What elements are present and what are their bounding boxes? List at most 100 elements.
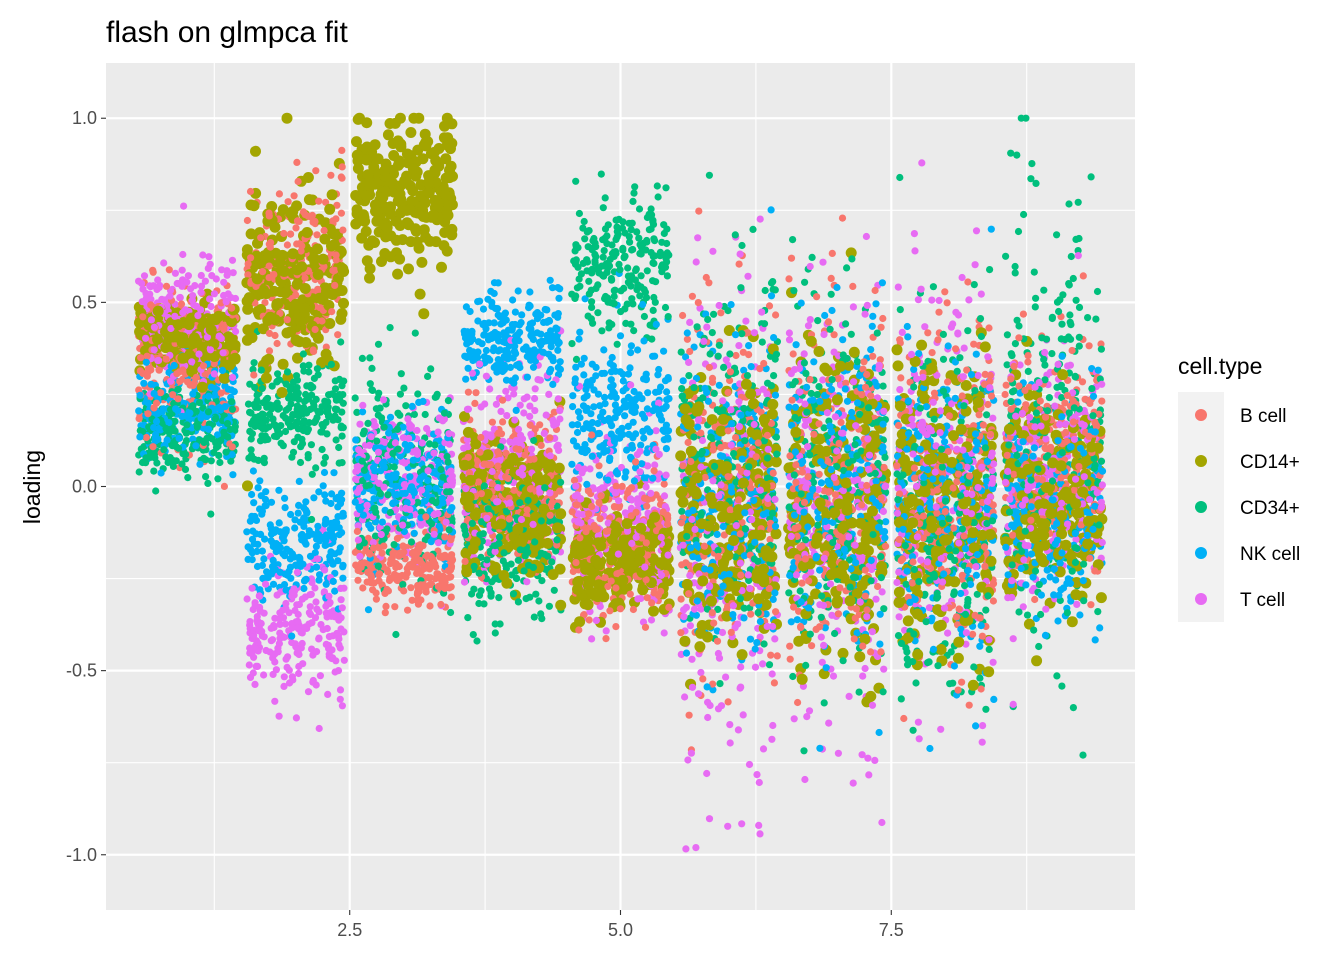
data-point [462,375,470,383]
data-point [422,513,430,521]
data-point [223,420,232,428]
data-point [422,588,430,596]
data-point [313,365,321,373]
data-point [637,272,645,280]
data-point [218,366,227,374]
data-point [299,208,308,216]
data-point [547,365,555,374]
data-point [326,189,338,201]
data-point [193,302,201,310]
data-point [339,563,347,571]
data-point [315,532,323,540]
data-point [206,295,214,303]
data-point [569,403,577,411]
data-point [282,655,290,663]
data-point [556,285,564,293]
data-point [172,319,184,331]
data-point [248,200,260,212]
data-point [275,190,283,198]
data-point [553,325,561,333]
data-point [545,316,553,325]
data-point [392,560,400,568]
data-point [444,397,452,405]
data-point [391,603,399,611]
data-point [281,494,289,502]
data-point [637,594,645,603]
data-point [312,332,324,344]
data-point [482,449,494,461]
data-point [253,616,261,624]
data-point [605,456,614,465]
data-point [224,385,232,393]
data-point [386,508,394,517]
data-point [174,385,182,393]
data-point [408,112,420,124]
data-point [149,282,157,290]
data-point [554,395,562,403]
data-point [440,409,449,417]
data-point [273,339,281,348]
data-point [295,501,303,509]
data-point [302,506,310,514]
data-point [381,202,393,214]
data-point [217,334,225,342]
data-point [339,226,347,234]
data-point [487,589,495,597]
data-point [250,371,258,379]
data-point [479,305,488,313]
data-point [522,343,530,351]
data-point [243,216,251,225]
data-point [262,580,270,588]
data-point [322,580,330,588]
data-point [442,518,450,526]
data-point [288,453,296,461]
data-point [306,552,315,560]
data-point [150,390,158,398]
data-point [399,521,407,529]
data-point [294,617,302,626]
data-point [482,346,490,355]
data-point [411,329,419,337]
data-point [440,172,452,184]
data-point [251,422,259,430]
data-point [339,391,347,399]
data-point [303,382,311,390]
data-point [294,509,302,517]
data-point [401,489,409,497]
data-point [626,364,634,372]
data-point [274,644,282,652]
data-point [439,473,447,481]
data-point [594,309,602,317]
data-point [322,640,330,649]
data-point [468,519,476,528]
data-point [412,447,420,455]
data-point [553,443,561,451]
data-point [474,317,482,325]
data-point [446,495,454,503]
data-point [252,662,260,671]
data-point [336,285,348,296]
data-point [199,362,208,370]
data-point [336,500,345,508]
data-point [267,624,275,632]
data-point [516,536,528,548]
data-point [336,644,344,652]
data-point [140,379,148,387]
data-point [461,566,473,578]
data-point [445,430,453,438]
data-point [291,278,303,290]
data-point [250,145,261,157]
data-point [519,471,527,479]
data-point [315,634,323,642]
data-point [354,536,362,544]
data-point [197,288,205,296]
data-point [480,331,488,339]
data-point [421,410,429,419]
data-point [430,530,438,538]
data-point [494,429,503,437]
data-point [553,536,561,544]
data-point [312,598,320,606]
data-point [135,415,143,423]
data-point [401,148,413,160]
data-point [166,292,174,300]
